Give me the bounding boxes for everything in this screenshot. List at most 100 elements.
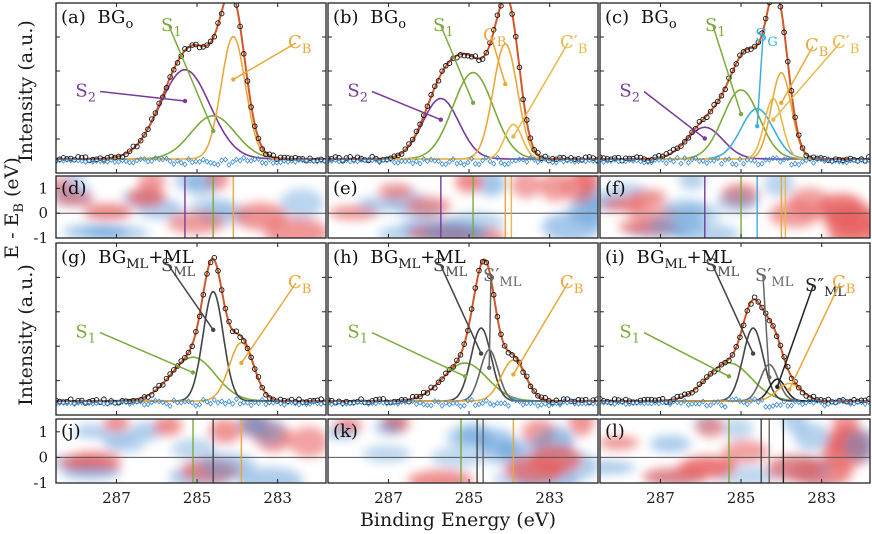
residual-point bbox=[300, 399, 306, 406]
residual-point bbox=[785, 402, 791, 410]
residual-point bbox=[663, 398, 669, 405]
x-tick-label-283: 283 bbox=[263, 489, 292, 507]
data-point bbox=[600, 155, 607, 161]
residual-point bbox=[358, 398, 364, 406]
data-point bbox=[318, 156, 324, 163]
data-point bbox=[799, 389, 806, 396]
data-point bbox=[490, 27, 497, 33]
heatmap-cell bbox=[563, 176, 596, 204]
x-tick-label-287: 287 bbox=[646, 489, 675, 507]
residual-point bbox=[685, 401, 691, 408]
residual-point bbox=[836, 158, 842, 165]
annotation-arrow-S1 bbox=[440, 25, 474, 104]
annotation-arrowhead-S1 bbox=[190, 370, 196, 375]
residual-point bbox=[520, 401, 526, 408]
x-tick-label-285: 285 bbox=[727, 489, 756, 507]
annotation-label-S1-c: S1 bbox=[705, 15, 726, 40]
annotation-arrowhead-SML bbox=[750, 351, 756, 356]
residual-point bbox=[513, 157, 519, 164]
residual-point bbox=[866, 398, 870, 406]
residual-point bbox=[527, 154, 534, 161]
residual-point bbox=[818, 398, 824, 406]
residual-point bbox=[443, 399, 449, 406]
data-point bbox=[483, 50, 490, 56]
residual-point bbox=[777, 402, 783, 409]
residual-point bbox=[652, 156, 658, 163]
data-point bbox=[472, 285, 479, 291]
frame-g bbox=[55, 242, 327, 416]
residual-point bbox=[645, 400, 651, 407]
data-point bbox=[134, 143, 140, 150]
component-S1-i bbox=[600, 362, 870, 402]
residual-point bbox=[626, 157, 633, 164]
residual-point bbox=[182, 398, 188, 405]
data-point bbox=[810, 154, 817, 160]
heatmap-cell bbox=[600, 189, 626, 202]
annotation-arrowhead-CB bbox=[511, 372, 516, 377]
panel-c: (c) BGo S2 S1 SG CB C′B bbox=[599, 2, 871, 174]
data-point bbox=[148, 392, 155, 398]
residual-point bbox=[755, 398, 761, 406]
heatmap-blobs bbox=[600, 176, 870, 238]
residual-point bbox=[311, 398, 317, 405]
residual-point bbox=[553, 159, 559, 166]
residual-point bbox=[858, 399, 864, 406]
residual-point bbox=[380, 399, 386, 406]
panel-label-d: (d) bbox=[61, 178, 87, 199]
data-point bbox=[314, 397, 321, 403]
heatmap-cell bbox=[328, 426, 359, 440]
data-point bbox=[185, 46, 192, 52]
residual-point bbox=[163, 155, 170, 162]
data-point bbox=[373, 397, 379, 403]
residual-point bbox=[351, 400, 357, 407]
heatmap-cell bbox=[83, 203, 133, 220]
residual-point bbox=[553, 400, 559, 407]
data-point bbox=[152, 110, 159, 116]
data-point bbox=[222, 305, 229, 312]
residual-point bbox=[722, 403, 728, 411]
residual-point bbox=[671, 398, 677, 405]
residual-point bbox=[715, 398, 721, 405]
res-tick-label: 0 bbox=[38, 448, 48, 466]
heatmap-cell bbox=[678, 176, 706, 190]
residual-point bbox=[215, 399, 221, 406]
residual-point bbox=[64, 156, 70, 163]
residual-point bbox=[855, 158, 861, 165]
residual-point bbox=[56, 400, 59, 407]
component-S1-c bbox=[600, 89, 870, 160]
residual-point bbox=[472, 160, 478, 167]
residual-point bbox=[156, 156, 162, 163]
data-point bbox=[398, 151, 405, 157]
residual-point bbox=[296, 156, 302, 164]
residual-point bbox=[630, 400, 636, 407]
residual-point bbox=[108, 399, 114, 406]
data-point bbox=[733, 61, 739, 67]
data-point bbox=[626, 398, 633, 404]
residual-point bbox=[285, 399, 291, 406]
data-point bbox=[755, 39, 762, 46]
residual-point bbox=[700, 398, 706, 405]
data-point bbox=[79, 154, 85, 161]
data-point bbox=[292, 154, 299, 161]
data-point bbox=[792, 114, 798, 120]
residual-point bbox=[469, 396, 475, 404]
residual-point bbox=[328, 158, 331, 165]
annotation-label-CBp-c: C′B bbox=[832, 32, 859, 57]
residual-point bbox=[557, 156, 563, 163]
data-point bbox=[866, 154, 870, 160]
annotation-arrow-CB bbox=[788, 282, 841, 390]
data-point bbox=[847, 155, 854, 162]
data-point bbox=[182, 46, 188, 52]
data-point bbox=[681, 391, 688, 398]
residual-point bbox=[336, 158, 342, 165]
residual-point bbox=[369, 400, 375, 407]
residual-point bbox=[208, 159, 214, 166]
data-point bbox=[200, 291, 207, 298]
heatmap-cell bbox=[769, 201, 821, 228]
residual-point bbox=[862, 158, 868, 165]
frame-d bbox=[55, 175, 327, 239]
residual-point bbox=[538, 401, 545, 408]
residual-point bbox=[774, 401, 780, 408]
residual-point bbox=[97, 399, 103, 406]
y-axis-title-residual: E - EB (eV) bbox=[1, 157, 27, 259]
